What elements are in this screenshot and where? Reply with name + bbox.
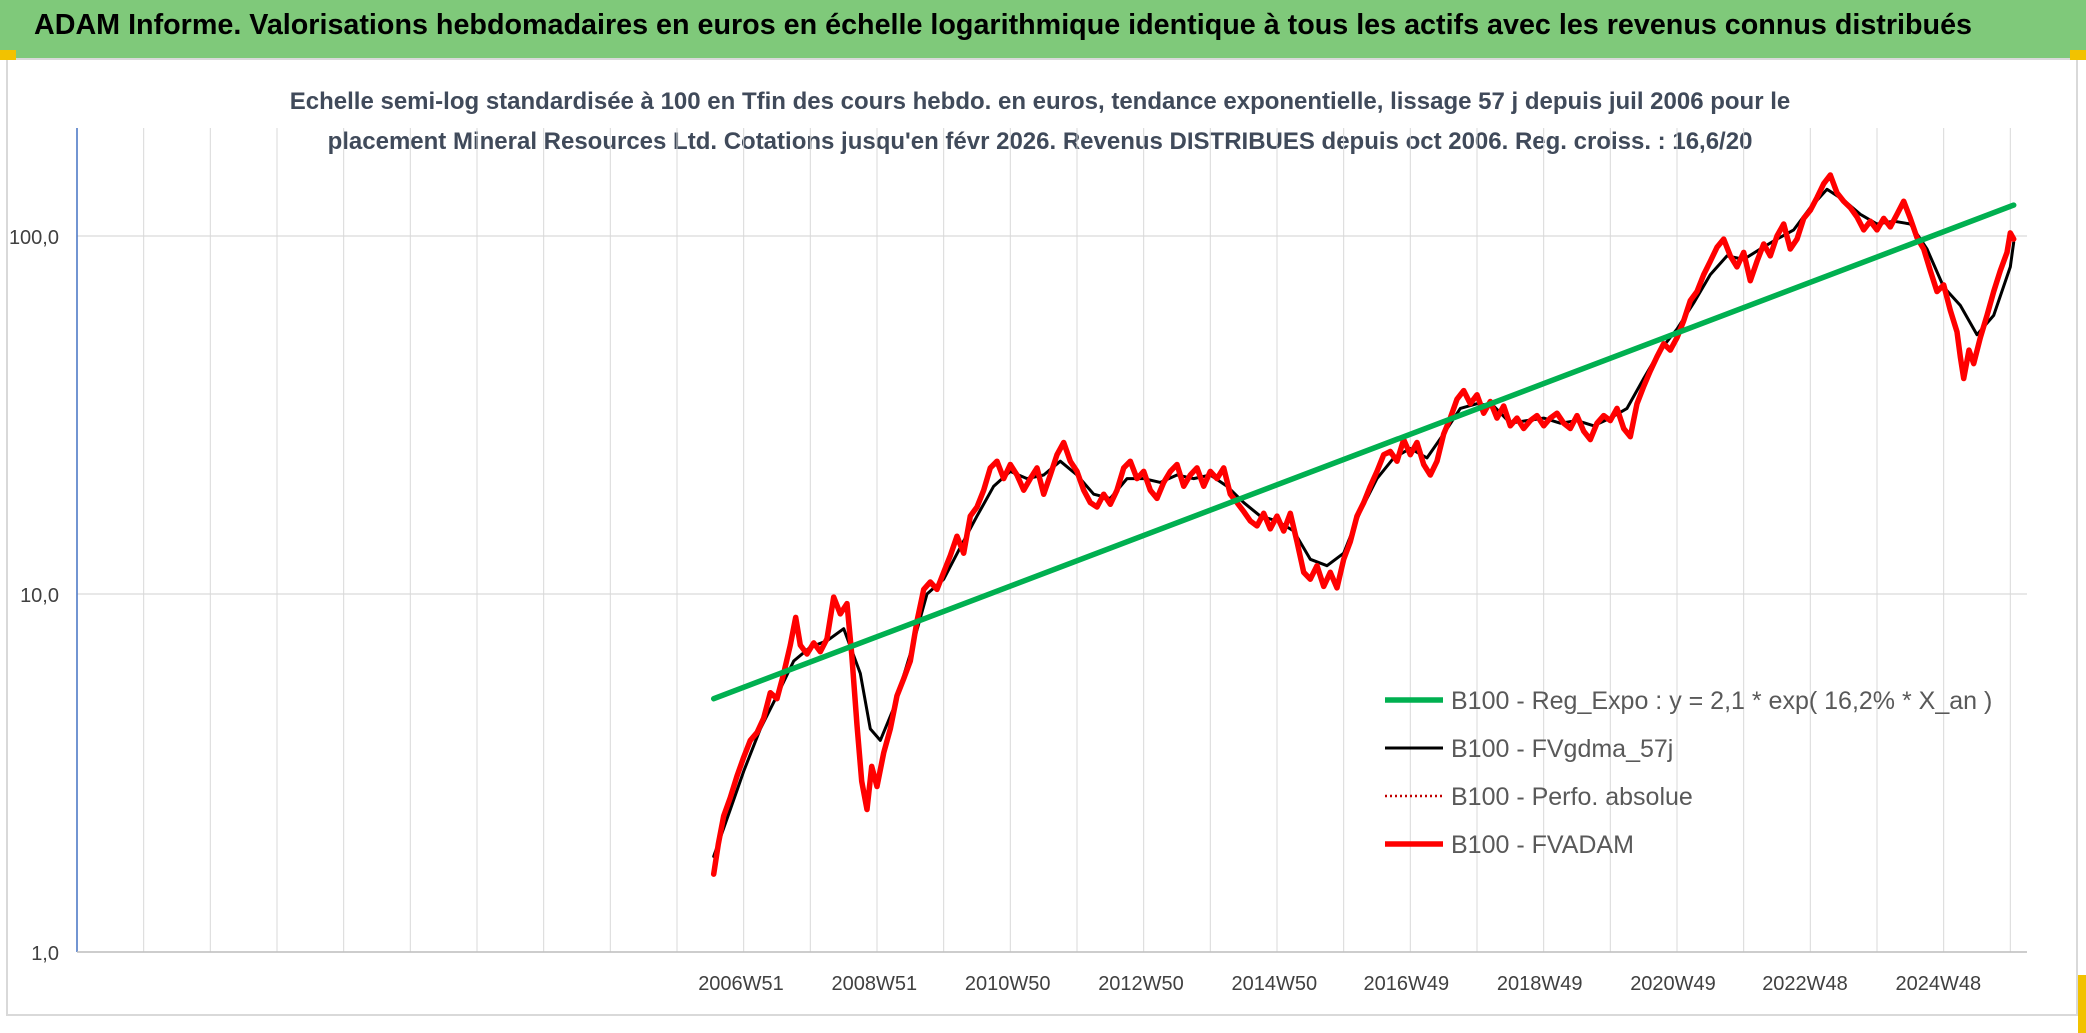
x-tick-label: 2022W48 (1762, 973, 1848, 995)
y-tick-label: 1,0 (31, 943, 59, 965)
legend-label: B100 - Reg_Expo : y = 2,1 * exp( 16,2% *… (1451, 687, 1992, 715)
legend-label: B100 - Perfo. absolue (1451, 783, 1693, 811)
x-tick-label: 2010W50 (965, 973, 1051, 995)
banner-title: ADAM Informe. Valorisations hebdomadaire… (0, 0, 2086, 58)
chart-title-line1: Echelle semi-log standardisée à 100 en T… (289, 88, 1791, 115)
regression-line (710, 202, 2017, 702)
x-tick-label: 2008W51 (832, 973, 918, 995)
fvadam-line (710, 172, 2017, 877)
x-tick-label: 2012W50 (1098, 973, 1184, 995)
fvgdma-57j-line (712, 187, 2016, 858)
x-tick-label: 2018W49 (1497, 973, 1583, 995)
x-tick-label: 2024W48 (1896, 973, 1982, 995)
y-tick-label: 100,0 (9, 227, 59, 249)
x-tick-label: 2006W51 (698, 973, 784, 995)
legend-label: B100 - FVADAM (1451, 831, 1634, 859)
chart-title-line2: placement Mineral Resources Ltd. Cotatio… (327, 128, 1753, 155)
legend-label: B100 - FVgdma_57j (1451, 735, 1673, 763)
y-tick-label: 10,0 (20, 585, 59, 607)
x-tick-label: 2014W50 (1232, 973, 1318, 995)
x-tick-label: 2016W49 (1364, 973, 1450, 995)
chart-frame (6, 58, 2078, 1016)
corner-accent-top-left (0, 50, 16, 60)
corner-accent-bottom-right (2078, 975, 2086, 1033)
corner-accent-top-right (2070, 50, 2086, 60)
x-tick-label: 2020W49 (1630, 973, 1716, 995)
